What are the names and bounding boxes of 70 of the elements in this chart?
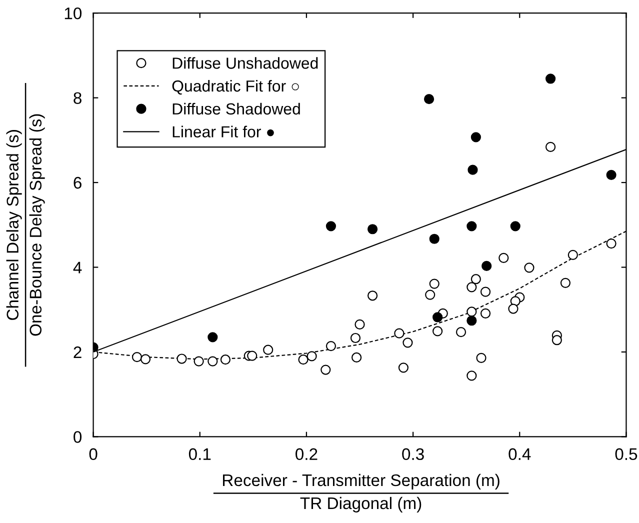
point (545, 142, 556, 152)
point (476, 352, 486, 363)
x-axis-title: Receiver - Transmitter Separation (m) TR Diagonal (m) (223, 474, 500, 512)
point (298, 354, 308, 365)
point (220, 354, 231, 365)
y-axis-title: Channel Delay Spread (s) One-Bounce Delay Spread (s) (6, 114, 45, 336)
legend-label: Linear Fit for ● (172, 126, 274, 138)
point (424, 94, 434, 104)
point (466, 282, 477, 292)
point (320, 364, 331, 375)
point (568, 250, 578, 260)
point (482, 260, 492, 272)
point (432, 312, 443, 322)
point (402, 338, 413, 348)
point (208, 332, 218, 342)
x-tick-label: 0 (89, 448, 98, 460)
legend-label: Diffuse Shadowed (172, 102, 300, 115)
point (552, 335, 562, 346)
y-tick-label: 0 (74, 431, 82, 443)
point (498, 252, 509, 263)
point (326, 340, 336, 352)
point (350, 332, 361, 344)
point (510, 221, 520, 232)
point (367, 224, 378, 234)
point (263, 344, 274, 355)
legend-label: Diffuse Unshadowed (172, 57, 318, 69)
point (425, 290, 436, 300)
point (429, 278, 440, 289)
point (247, 350, 258, 361)
point (466, 306, 477, 317)
point (140, 354, 151, 364)
point (429, 234, 440, 244)
point (470, 132, 481, 142)
point (480, 308, 491, 318)
point (470, 274, 481, 284)
x-tick-label: 0.1 (188, 448, 211, 460)
y-tick-label: 10 (64, 7, 82, 20)
y-tick-label: 8 (74, 92, 82, 104)
x-tick-label: 0.3 (402, 448, 424, 460)
point (176, 354, 187, 364)
point (367, 290, 378, 301)
point (194, 356, 204, 366)
point (132, 352, 142, 362)
point (432, 326, 443, 336)
point (394, 328, 404, 338)
point (606, 170, 616, 180)
point (468, 164, 478, 175)
point (545, 74, 556, 84)
point (466, 370, 477, 381)
point (354, 319, 365, 330)
point (466, 316, 477, 326)
legend-label: Quadratic Fit for ○ (172, 80, 299, 95)
point (560, 278, 571, 288)
point (306, 351, 317, 362)
point (480, 286, 491, 297)
point (352, 352, 362, 363)
x-tick-label: 0.5 (615, 448, 638, 460)
x-tick-label: 0.4 (508, 448, 531, 460)
point (208, 356, 218, 366)
x-tick-label: 0.2 (296, 448, 318, 460)
point (326, 221, 336, 232)
y-tick-label: 4 (73, 262, 82, 274)
y-tick-label: 6 (74, 176, 82, 189)
point (456, 327, 466, 338)
point (606, 238, 616, 249)
y-tick-label: 2 (74, 346, 82, 358)
point (524, 262, 534, 273)
point (398, 362, 409, 373)
point (508, 304, 518, 314)
point (466, 221, 477, 232)
